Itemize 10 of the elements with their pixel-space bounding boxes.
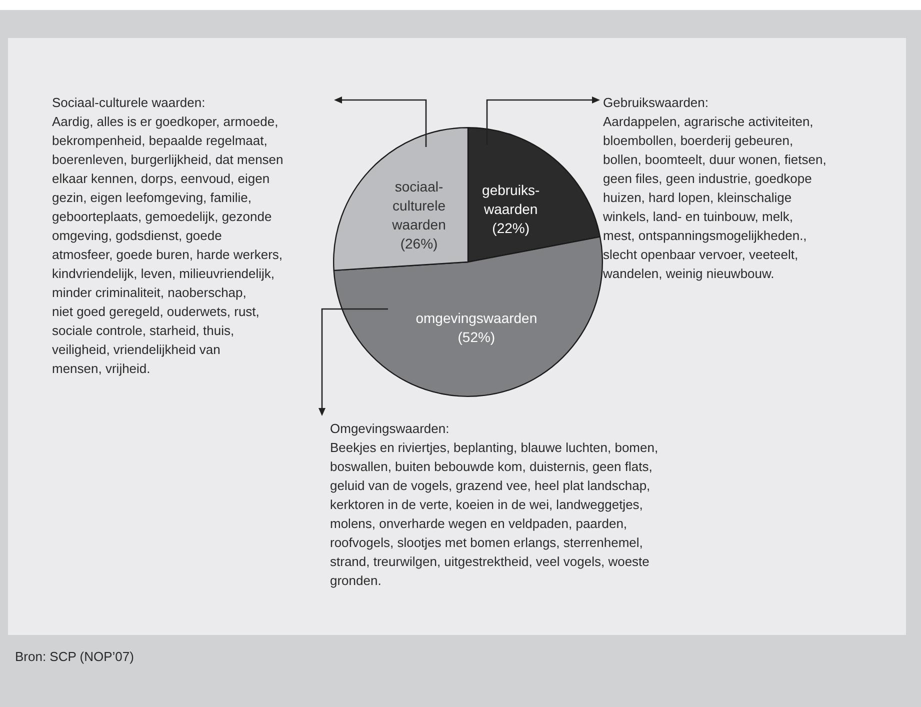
slice-label: gebruiks- waarden [482,182,540,218]
data-label: (52%) [458,329,496,346]
data-label: (26%) [400,235,438,252]
text: Omgevingswaarden: Beekjes en riviertjes, beplanting, blauwe luchten, bomen, boswallen, buiten bebouwde kom, duisternis, geen flats, geluid van de vogels, grazend vee, heel plat landschap, kerktoren in de verte, koeien in de wei, landweggetjes, molens, onverharde wegen en veldpaden, paarden, roofvogels, slootjes met bomen erlangs, sterrenhemel, strand, treurwilgen, uitgestrektheid, veel vogels, woeste gronden. [330,421,658,588]
slice-label: omgevingswaarden [416,310,538,326]
data-label: (22%) [492,220,530,236]
text: Sociaal-culturele waarden: Aardig, alles is er goedkoper, armoede, bekrompenheid, bepaalde regelmaat, boerenleven, burgerlijkheid, dat mensen elkaar kennen, dorps, eenvoud, eigen gezin, eigen leefomgeving, familie, geboorteplaats, gemoedelijk, gezonde omgeving, godsdienst, goede atmosfeer, goede buren, harde werkers, kindvriendelijk, leven, milieuvriendelijk, minder criminaliteit, naoberschap, niet goed geregeld, ouderwets, rust, sociale controle, starheid, thuis, veiligheid, vriendelijkheid van mensen, vrijheid. [52,95,284,376]
text: Bron: SCP (NOP’07) [15,648,134,666]
slice-label: sociaal- culturele waarden [391,178,446,232]
text: Gebruikswaarden: Aardappelen, agrarische activiteiten, bloembollen, boerderij gebeuren, bollen, boomteelt, duur wonen, fietsen, geen files, geen industrie, goedkope huizen, hard lopen, kleinschalige winkels, land- en tuinbouw, melk, mest, ontspanningsmogelijkheden., slecht openbaar vervoer, veeteelt, wandelen, weinig nieuwbouw. [603,95,826,281]
